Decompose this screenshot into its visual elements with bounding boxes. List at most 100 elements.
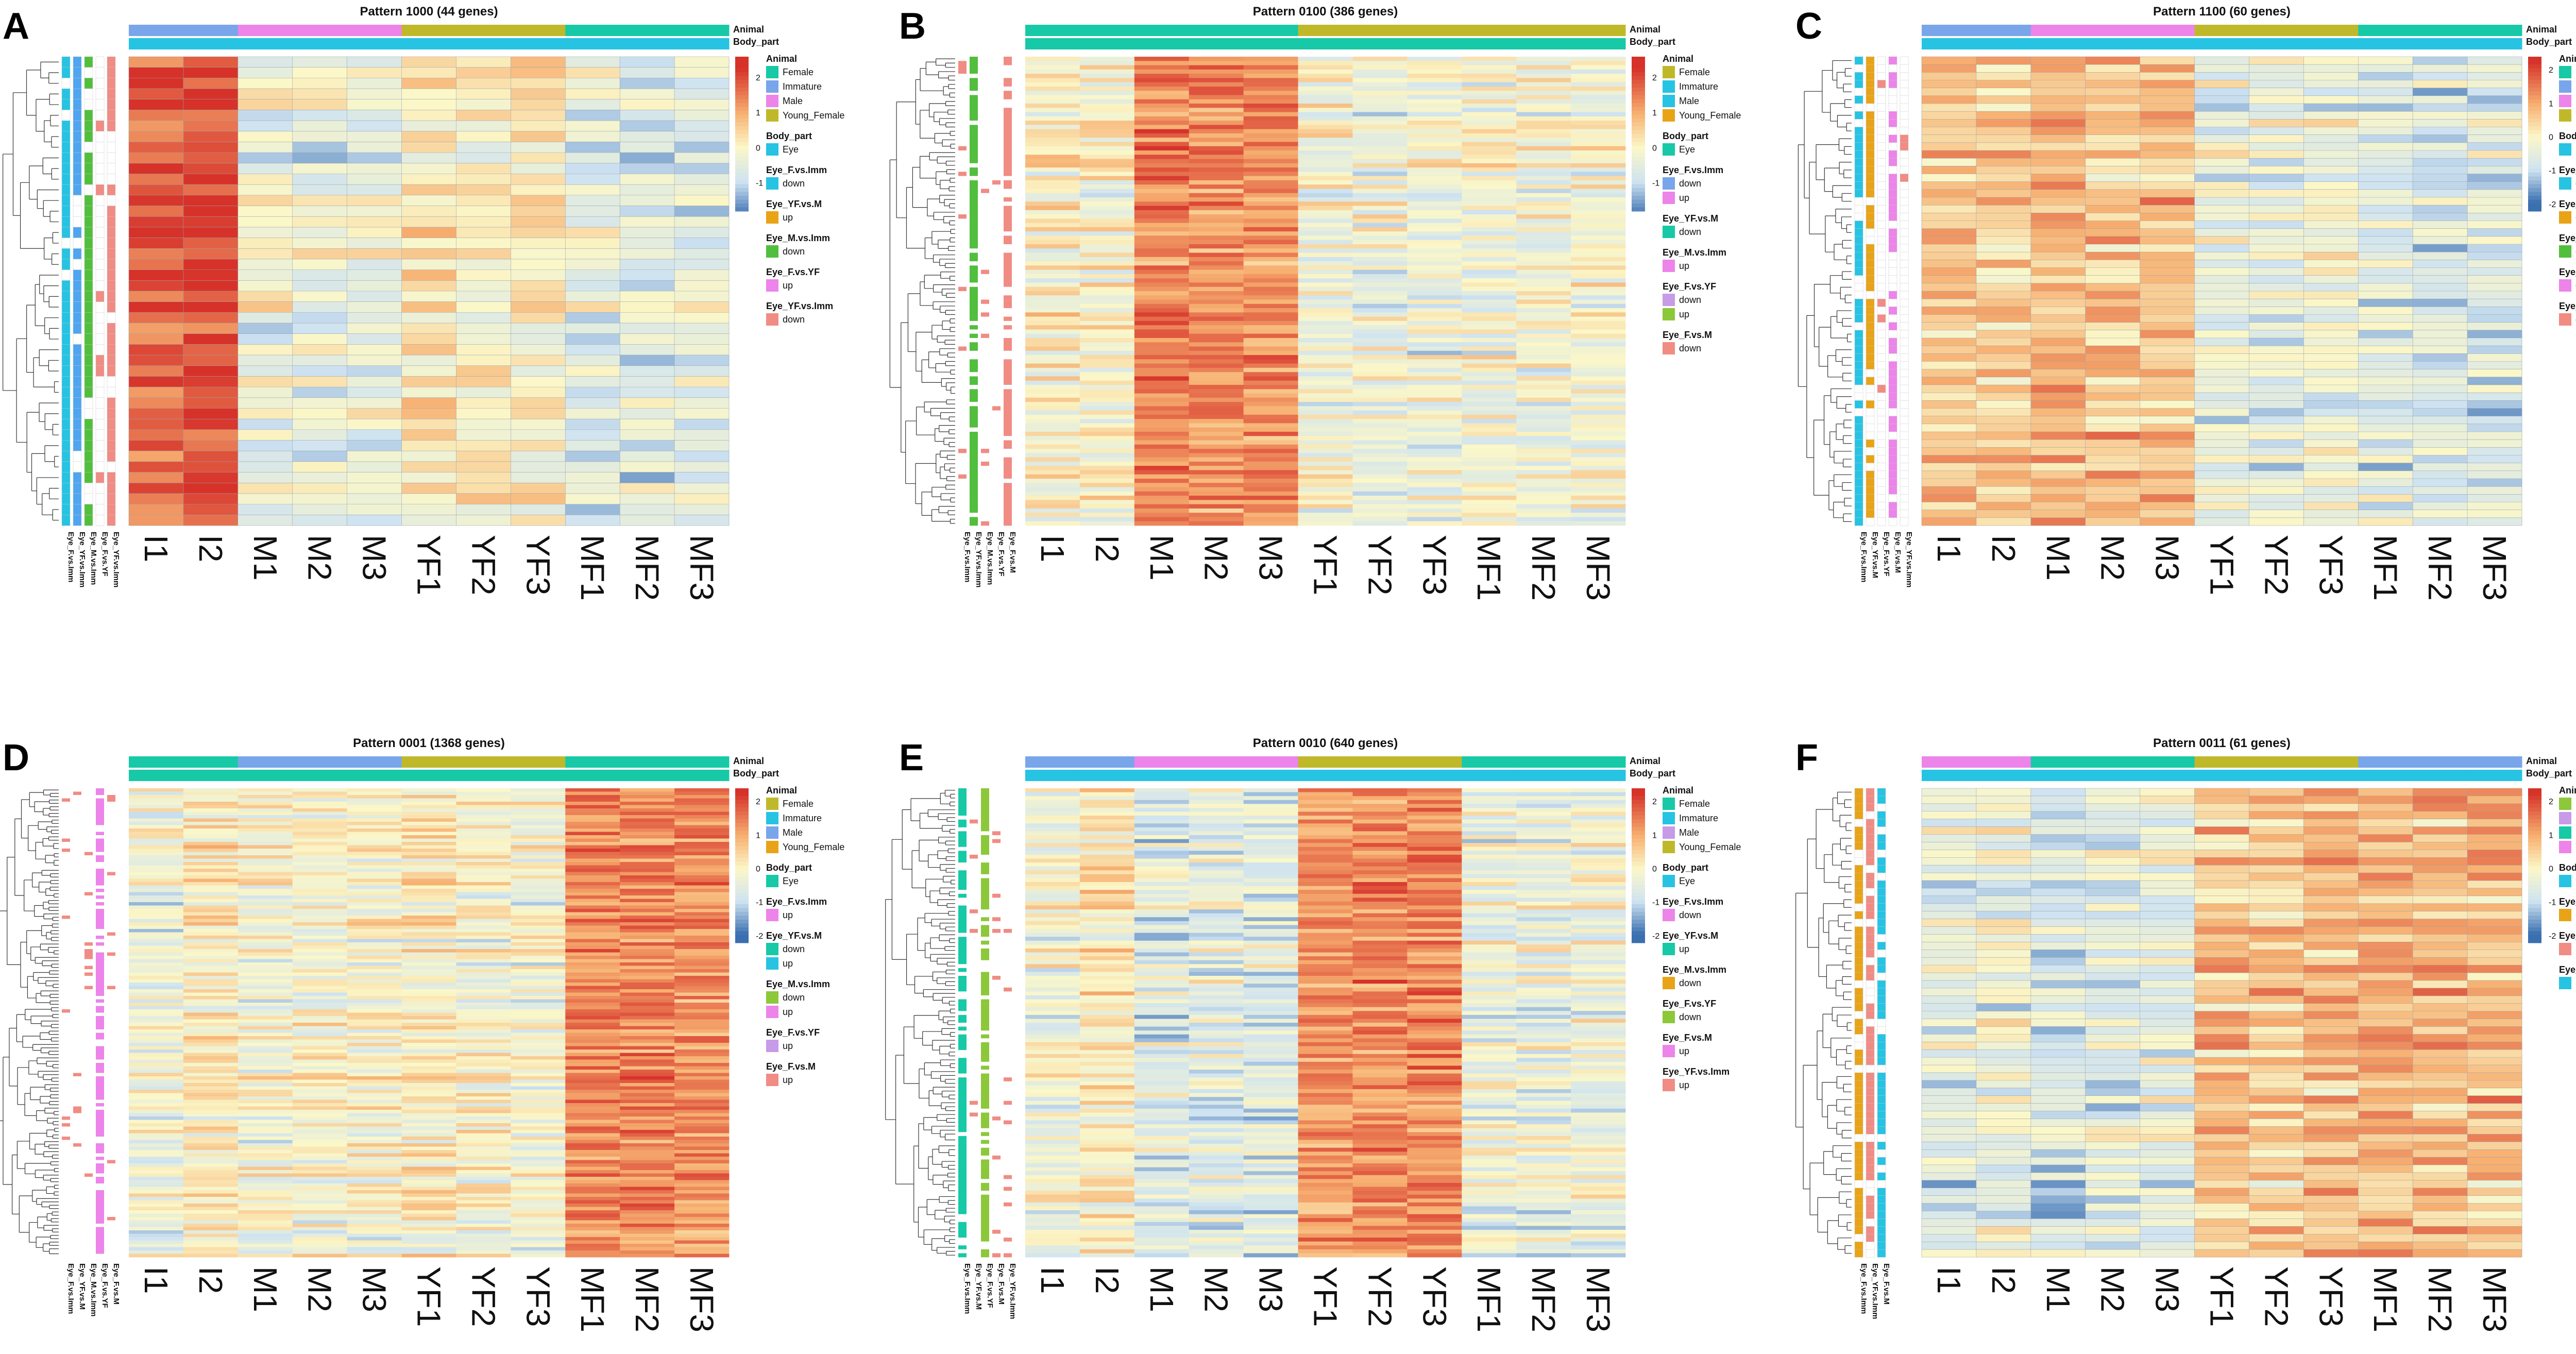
heatmap-cell — [1516, 286, 1571, 292]
heatmap-cell — [565, 67, 620, 78]
row-annotation-cell — [1900, 431, 1909, 440]
heatmap-cell — [347, 515, 402, 526]
heatmap-cell — [2358, 338, 2413, 346]
heatmap-cell — [1352, 308, 1408, 313]
heatmap-cell — [1079, 513, 1135, 517]
row-annotation-cell — [992, 104, 1001, 108]
row-annotation-cell — [1004, 380, 1012, 385]
heatmap-cell — [511, 483, 566, 494]
row-annotation-cell — [1854, 95, 1863, 104]
color-scale-step — [735, 91, 749, 96]
row-annotation-cell — [95, 418, 105, 430]
heatmap-cell — [1352, 436, 1408, 441]
heatmap-cell — [1571, 363, 1626, 368]
heatmap-cell — [1189, 248, 1244, 253]
heatmap-cell — [292, 788, 348, 792]
heatmap-cell — [292, 818, 348, 822]
heatmap-cell — [1976, 181, 2031, 190]
heatmap-cell — [1571, 320, 1626, 326]
column-label: MF2 — [1525, 535, 1562, 601]
heatmap-cell — [674, 419, 730, 430]
heatmap-cell — [1571, 231, 1626, 236]
row-annotation-cell — [958, 286, 967, 292]
row-annotation-cell — [970, 496, 978, 500]
heatmap-cell — [1462, 108, 1517, 112]
color-scale-step — [1632, 91, 1645, 96]
heatmap-cell — [238, 131, 293, 142]
heatmap-cell — [1352, 150, 1408, 155]
heatmap-cell — [511, 788, 566, 792]
heatmap-cell — [2140, 57, 2195, 65]
row-annotation-cell — [1877, 447, 1886, 456]
heatmap-cell — [347, 99, 402, 110]
heatmap-cell — [456, 429, 511, 441]
heatmap-cell — [1462, 206, 1517, 211]
heatmap-cell — [1407, 303, 1462, 309]
heatmap-cell — [511, 376, 566, 387]
color-scale-step — [735, 173, 749, 177]
heatmap-cell — [1025, 474, 1080, 479]
heatmap-cell — [511, 259, 566, 270]
heatmap-cell — [129, 875, 184, 879]
heatmap-cell — [1571, 487, 1626, 492]
heatmap-cell — [292, 885, 348, 889]
heatmap-cell — [1189, 419, 1244, 424]
row-annotation-cell — [1877, 470, 1886, 479]
heatmap-cell — [2085, 72, 2141, 80]
heatmap-cell — [1571, 189, 1626, 194]
heatmap-cell — [1134, 223, 1190, 228]
row-annotation-cell — [73, 238, 82, 249]
heatmap-cell — [1352, 329, 1408, 334]
heatmap-cell — [1462, 201, 1517, 206]
body-part-annotation-cell — [183, 770, 239, 781]
row-annotation-cell — [73, 248, 82, 260]
heatmap-cell — [1189, 517, 1244, 522]
row-annotation-cell — [107, 280, 116, 292]
heatmap-cell — [565, 832, 620, 836]
heatmap-cell — [1134, 189, 1190, 194]
heatmap-cell — [238, 206, 293, 217]
color-scale-step — [1632, 76, 1645, 80]
row-annotation-cell — [958, 380, 967, 385]
row-annotation-cell — [981, 167, 989, 172]
heatmap-cell — [1025, 385, 1080, 390]
heatmap-cell — [2030, 494, 2086, 502]
heatmap-cell — [292, 280, 348, 292]
heatmap-cell — [347, 195, 402, 206]
row-annotation-cell — [958, 432, 967, 436]
heatmap-cell — [2085, 439, 2141, 448]
heatmap-cell — [129, 238, 184, 249]
heatmap-cell — [1134, 159, 1190, 164]
heatmap-cell — [2030, 369, 2086, 378]
heatmap-cell — [1079, 299, 1135, 304]
heatmap-cell — [1189, 235, 1244, 241]
heatmap-cell — [401, 875, 456, 879]
row-annotation-cell — [981, 65, 989, 70]
heatmap-cell — [1571, 129, 1626, 134]
heatmap-cell — [1922, 181, 1977, 190]
row-annotation-cell — [95, 312, 105, 324]
heatmap-cell — [129, 916, 184, 919]
heatmap-cell — [1352, 466, 1408, 470]
heatmap-cell — [1298, 201, 1353, 206]
heatmap-cell — [2194, 470, 2249, 479]
heatmap-cell — [2085, 150, 2141, 159]
heatmap-cell — [183, 912, 239, 916]
row-annotation-cell — [992, 299, 1001, 304]
heatmap-cell — [1407, 419, 1462, 424]
row-annotation-cell — [970, 414, 978, 419]
heatmap-cell — [1079, 95, 1135, 100]
row-annotation-cell — [107, 333, 116, 345]
heatmap-cell — [292, 99, 348, 110]
heatmap-cell — [456, 504, 511, 515]
heatmap-cell — [456, 889, 511, 892]
heatmap-cell — [1134, 308, 1190, 313]
heatmap-cell — [1243, 389, 1298, 394]
row-annotation-cell — [1877, 213, 1886, 222]
heatmap-cell — [183, 483, 239, 494]
heatmap-cell — [2413, 134, 2468, 143]
row-annotation-cell — [107, 110, 116, 121]
heatmap-cell — [183, 852, 239, 856]
heatmap-cell — [456, 355, 511, 366]
row-annotation-cell — [970, 521, 978, 526]
